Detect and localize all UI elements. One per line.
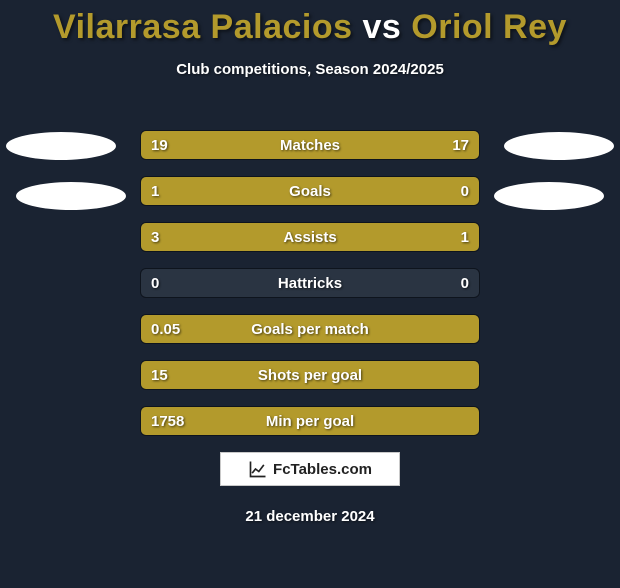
stat-row: 10Goals bbox=[140, 176, 480, 206]
player1-club-logo-2 bbox=[16, 182, 126, 210]
stat-label: Goals bbox=[141, 177, 479, 206]
brand-text: FcTables.com bbox=[273, 461, 372, 478]
stat-label: Hattricks bbox=[141, 269, 479, 298]
player1-club-logo-1 bbox=[6, 132, 116, 160]
stat-row: 15Shots per goal bbox=[140, 360, 480, 390]
stat-label: Min per goal bbox=[141, 407, 479, 436]
subtitle: Club competitions, Season 2024/2025 bbox=[0, 61, 620, 78]
vs-label: vs bbox=[362, 8, 401, 46]
brand-badge[interactable]: FcTables.com bbox=[220, 452, 400, 486]
player2-name: Oriol Rey bbox=[411, 8, 567, 46]
player1-name: Vilarrasa Palacios bbox=[53, 8, 352, 46]
stat-row: 1758Min per goal bbox=[140, 406, 480, 436]
player2-club-logo-1 bbox=[504, 132, 614, 160]
stat-row: 31Assists bbox=[140, 222, 480, 252]
stat-label: Goals per match bbox=[141, 315, 479, 344]
stat-row: 0.05Goals per match bbox=[140, 314, 480, 344]
brand-chart-icon bbox=[248, 459, 268, 479]
stat-row: 1917Matches bbox=[140, 130, 480, 160]
stats-rows: 1917Matches 10Goals 31Assists 00Hattricks 0.… bbox=[140, 130, 480, 452]
stat-label: Matches bbox=[141, 131, 479, 160]
stat-row: 00Hattricks bbox=[140, 268, 480, 298]
player2-club-logo-2 bbox=[494, 182, 604, 210]
stat-label: Assists bbox=[141, 223, 479, 252]
comparison-title: Vilarrasa Palacios vs Oriol Rey bbox=[0, 8, 620, 47]
stat-label: Shots per goal bbox=[141, 361, 479, 390]
footer-date: 21 december 2024 bbox=[0, 508, 620, 525]
